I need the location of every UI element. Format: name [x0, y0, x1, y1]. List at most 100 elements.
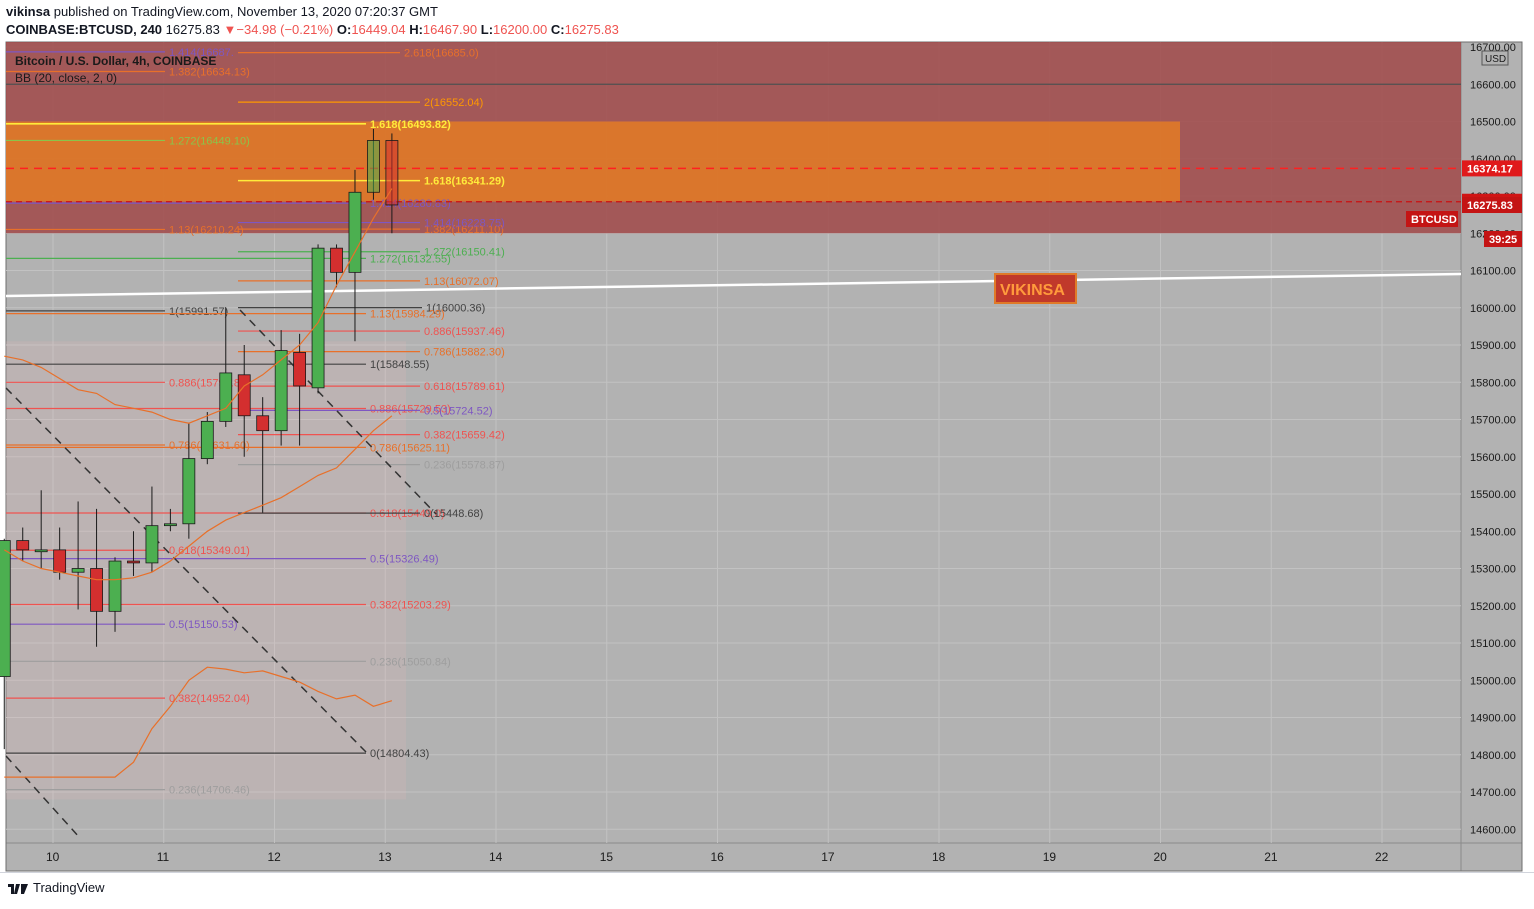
fib-level-label: 1.272(16449.10) — [169, 135, 250, 147]
candle-bull — [274, 350, 288, 432]
diagonal-trend-3 — [239, 309, 437, 515]
countdown-tag: 39:25 — [1489, 234, 1517, 246]
price-tick-label: 15800.00 — [1470, 377, 1516, 389]
price-tick-label: 15100.00 — [1470, 638, 1516, 650]
fib-level-label: 2(16552.04) — [424, 97, 483, 109]
fib-level-label: 1.13(15984.29) — [370, 309, 445, 321]
author-name[interactable]: vikinsa — [6, 4, 51, 19]
orange-zone — [6, 121, 1180, 202]
fib-level-label: 0(15448.68) — [424, 508, 483, 520]
last-price-tag: 16275.83 — [1467, 200, 1513, 212]
fib-level-label: 1(15991.57) — [169, 306, 228, 318]
fib-level-label: 1.382(16634.13) — [169, 67, 250, 79]
fib-level-label: 0.5(15326.49) — [370, 554, 439, 566]
watermark-text: VIKINSA — [1000, 282, 1065, 299]
fib-level-label: 1(15848.55) — [370, 359, 429, 371]
fib-level-label: 0.886(15937.46) — [424, 326, 505, 338]
high-label: H: — [409, 22, 423, 37]
fib-level-label: 1.272(16132.55) — [370, 253, 451, 265]
price-tick-label: 15600.00 — [1470, 452, 1516, 464]
watermark-box — [994, 273, 1077, 304]
time-tick-label: 11 — [157, 850, 170, 864]
candle-bull — [108, 560, 122, 612]
fib-level-label: 1.618(16493.82) — [370, 119, 451, 131]
candle-bull — [71, 568, 85, 573]
fib-level-label: 0.618(15789.61) — [424, 381, 505, 393]
price-tick-label: 15300.00 — [1470, 564, 1516, 576]
diagonal-trend-2 — [5, 755, 81, 839]
currency-label: USD — [1485, 54, 1506, 65]
bb-basis — [3, 415, 393, 581]
price-tick-label: 15900.00 — [1470, 340, 1516, 352]
price-tag-16374-bg — [1462, 160, 1522, 177]
symbol-tag: BTCUSD — [1411, 214, 1457, 226]
time-tick-label: 12 — [268, 850, 282, 864]
fib-level-label: 1.618(16341.29) — [424, 176, 505, 188]
publish-info: vikinsa published on TradingView.com, No… — [6, 4, 438, 19]
price-tick-label: 14900.00 — [1470, 713, 1516, 725]
time-tick-label: 10 — [46, 850, 60, 864]
time-tick-label: 16 — [711, 850, 725, 864]
candle-bull — [163, 523, 177, 527]
candle-bear — [90, 568, 103, 612]
candle-bull — [34, 549, 48, 553]
bb-upper-band — [4, 188, 393, 424]
fib-level-label: 1.13(16210.24) — [169, 224, 244, 236]
time-tick-label: 17 — [821, 850, 835, 864]
countdown-tag-bg — [1484, 231, 1522, 247]
candle-bear — [256, 415, 270, 432]
symbol-ohlc-line: COINBASE:BTCUSD, 240 16275.83 ▼−34.98 (−… — [6, 22, 619, 37]
price-tick-label: 15500.00 — [1470, 489, 1516, 501]
time-tick-label: 15 — [600, 850, 614, 864]
low-label: L: — [480, 22, 494, 37]
legend-title: Bitcoin / U.S. Dollar, 4h, COINBASE — [15, 54, 216, 68]
open-value: 16449.04 — [351, 22, 406, 37]
publish-text: published on TradingView.com, November 1… — [53, 4, 438, 19]
candle-bear — [330, 247, 343, 273]
change-arrow-icon: ▼ — [223, 22, 237, 37]
time-tick-label: 20 — [1154, 850, 1168, 864]
price-tick-label: 16600.00 — [1470, 79, 1516, 91]
fib-level-label: 0.5(15724.52) — [424, 405, 493, 417]
fib-level-label: 0.382(14952.04) — [169, 693, 250, 705]
diagonal-trend-1 — [5, 387, 367, 753]
fib-level-label: 0.5(15150.53) — [169, 619, 238, 631]
candle-bear — [237, 374, 251, 417]
white-trend-line — [5, 272, 1462, 298]
fib-level-label: 1.272(16150.41) — [424, 247, 505, 259]
bb-lower-band — [4, 666, 393, 778]
fib-level-label: 0.236(15578.87) — [424, 460, 505, 472]
currency-box[interactable] — [1481, 50, 1509, 66]
fib-level-label: 1.414(16687. — [169, 47, 234, 59]
close-value: 16275.83 — [564, 22, 619, 37]
last-price: 16275.83 — [165, 22, 220, 37]
candle-bull — [145, 525, 159, 564]
fib-level-label: 0.786(15625.11) — [370, 442, 450, 454]
fib-level-label: 1.13(16072.07) — [424, 276, 499, 288]
last-price-tag-bg — [1462, 197, 1522, 214]
price-change: −34.98 (−0.21%) — [236, 22, 334, 37]
time-tick-label: 19 — [1043, 850, 1057, 864]
close-label: C: — [550, 22, 565, 37]
price-tick-label: 15200.00 — [1470, 601, 1516, 613]
time-tick-label: 18 — [932, 850, 946, 864]
candle-bull — [0, 540, 11, 677]
fib-level-label: 1(16000.36) — [426, 303, 485, 315]
fib-level-label: 0.618(15349.01) — [169, 545, 250, 557]
fib-level-label: 0.382(15203.29) — [370, 600, 451, 612]
time-axis-area[interactable] — [6, 843, 1522, 871]
candle-bull — [219, 372, 233, 422]
tradingview-logo[interactable]: TradingView — [8, 880, 105, 895]
price-tick-label: 15700.00 — [1470, 415, 1516, 427]
price-tick-label: 14700.00 — [1470, 787, 1516, 799]
candle-bear — [127, 560, 140, 564]
fib-level-label: 0(14804.43) — [370, 748, 429, 760]
price-tick-label: 16000.00 — [1470, 303, 1516, 315]
candle-bull — [311, 247, 325, 389]
legend-indicator: BB (20, close, 2, 0) — [15, 71, 117, 85]
candle-bear — [293, 352, 307, 387]
candle-bear — [53, 549, 67, 573]
symbol-tag-bg — [1406, 211, 1458, 227]
candle-bear — [16, 540, 30, 551]
